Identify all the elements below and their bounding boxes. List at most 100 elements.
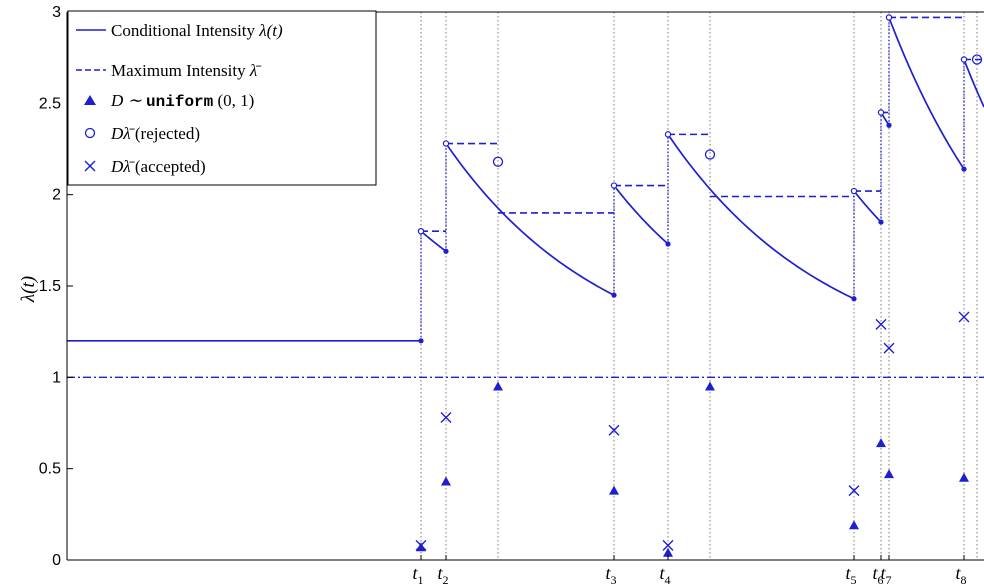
jump-top-circle-7: [885, 14, 893, 21]
segment-end-dot-8: [961, 166, 967, 172]
rejected-point-3: [971, 54, 983, 65]
legend-accepted-math: Dλ̄: [110, 157, 136, 176]
x-tick-base-7: t: [880, 563, 886, 583]
intensity-layer: [67, 17, 984, 342]
x-tick-label-6: t6: [872, 563, 883, 585]
legend-marker-circle: [84, 127, 96, 139]
accepted-point-2: [440, 412, 452, 424]
x-tick-label-8: t8: [955, 563, 966, 585]
segment-end-dot-6: [878, 219, 884, 225]
jump-top-circle-4: [664, 131, 672, 138]
rejected-point-2: [704, 149, 716, 160]
legend-ci-math: λ(t): [258, 21, 283, 40]
uniform-draw-10: [959, 472, 969, 482]
x-tick-base-1: t: [412, 563, 418, 583]
uniform-draw-6: [705, 381, 715, 391]
x-tick-sub-4: 4: [665, 573, 671, 585]
accepted-point-6: [875, 318, 887, 330]
intensity-segment-8: [888, 17, 965, 170]
accepted-point-3: [608, 424, 620, 436]
y-axis-label: λ(t): [18, 276, 39, 303]
legend-entry-ci: Conditional Intensity λ(t): [111, 21, 283, 40]
x-tick-label-5: t5: [845, 563, 856, 585]
intensity-segment-3: [445, 143, 615, 296]
y-tick-label-4: 2: [52, 187, 61, 204]
x-tick-sub-2: 2: [443, 573, 449, 585]
intensity-segment-4: [613, 185, 669, 245]
x-tick-label-4: t4: [659, 563, 670, 585]
legend-marker-triangle: [84, 95, 96, 105]
accepted-point-5: [848, 485, 860, 497]
x-tick-sub-6: 6: [878, 573, 884, 585]
uniform-draw-2: [441, 476, 451, 486]
rejected-point-1: [492, 156, 504, 167]
legend-rejected-math: Dλ̄: [110, 124, 136, 143]
x-tick-label-1: t1: [412, 563, 423, 585]
max-intensity-layer: [421, 16, 984, 232]
accepted-point-4: [662, 539, 674, 551]
markers-layer: [415, 14, 983, 557]
x-tick-label-3: t3: [605, 563, 616, 585]
uniform-draw-8: [876, 438, 886, 448]
x-tick-sub-5: 5: [851, 573, 857, 585]
legend-rejected-suffix: (rejected): [135, 124, 200, 143]
legend-entry-rejected: Dλ̄ (rejected): [110, 124, 200, 143]
y-ticks: 0 0.5 1 1.5 2 2.5 3: [39, 4, 73, 569]
y-tick-label-3: 1.5: [39, 278, 61, 295]
legend-entry-uniform: D ∼ uniform (0, 1): [110, 91, 254, 111]
legend-box: [67, 10, 377, 186]
uniform-draw-7: [849, 520, 859, 530]
segment-end-dot-2: [443, 248, 449, 254]
segment-end-dot-7: [886, 122, 892, 128]
x-tick-label-7: t7: [880, 563, 891, 585]
y-tick-label-2: 1: [52, 369, 61, 386]
uniform-draw-9: [884, 469, 894, 479]
intensity-segment-9: [963, 59, 984, 108]
legend-entry-max: Maximum Intensity λ̄: [111, 61, 262, 80]
x-tick-base-6: t: [872, 563, 878, 583]
jump-top-circle-6: [877, 109, 885, 116]
segment-end-dot-4: [665, 241, 671, 247]
legend-marker-cross: [84, 160, 96, 172]
x-tick-base-2: t: [437, 563, 443, 583]
legend-ci-prefix: Conditional Intensity: [111, 21, 259, 40]
segment-end-dot-5: [851, 296, 857, 302]
y-tick-label-0: 0: [52, 552, 61, 569]
jump-top-circle-8: [960, 56, 968, 63]
x-tick-label-2: t2: [437, 563, 448, 585]
jump-top-circle-1: [417, 227, 425, 235]
accepted-point-8: [958, 311, 970, 323]
x-tick-sub-7: 7: [886, 573, 892, 585]
jump-top-circle-5: [850, 187, 858, 195]
x-tick-sub-8: 8: [961, 573, 967, 585]
x-tick-base-4: t: [659, 563, 665, 583]
legend: Conditional Intensity λ(t) Maximum Inten…: [67, 10, 377, 186]
x-tick-sub-1: 1: [418, 573, 424, 585]
uniform-draw-5: [663, 547, 673, 557]
event-guides: [420, 12, 978, 560]
legend-uniform-math: D ∼: [110, 91, 146, 110]
jump-top-circle-3: [610, 182, 618, 189]
uniform-draw-1: [416, 542, 426, 552]
intensity-segment-5: [667, 133, 855, 300]
jump-top-circle-2: [442, 140, 450, 147]
segment-end-dot-3: [611, 292, 617, 298]
legend-uniform-suffix: (0, 1): [218, 91, 255, 110]
intensity-segment-2: [420, 230, 447, 252]
x-tick-sub-3: 3: [611, 573, 617, 585]
uniform-draw-4: [609, 485, 619, 495]
y-tick-label-6: 3: [52, 4, 61, 21]
legend-entry-accepted: Dλ̄ (accepted): [110, 157, 206, 176]
accepted-point-1: [415, 539, 427, 551]
legend-max-prefix: Maximum Intensity: [111, 61, 250, 80]
x-tick-base-8: t: [955, 563, 961, 583]
segment-end-dot-1: [418, 338, 424, 344]
y-tick-label-1: 0.5: [39, 461, 61, 478]
x-tick-base-3: t: [605, 563, 611, 583]
intensity-segment-6: [853, 190, 882, 223]
x-tick-base-5: t: [845, 563, 851, 583]
y-tick-label-5: 2.5: [39, 95, 61, 112]
accepted-point-7: [883, 342, 895, 354]
